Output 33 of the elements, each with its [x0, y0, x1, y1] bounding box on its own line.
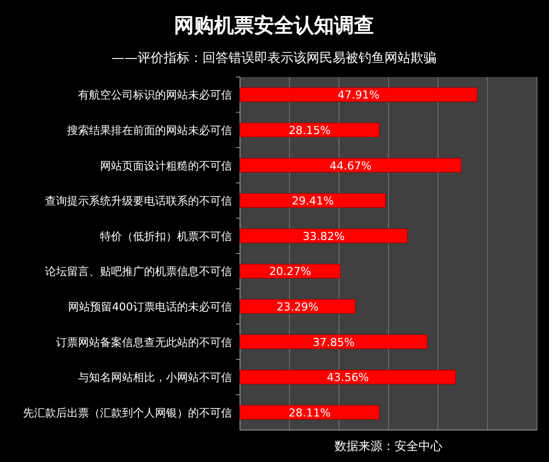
bar	[240, 370, 456, 384]
data-label: 43.56%	[326, 371, 369, 384]
data-label: 44.67%	[330, 159, 372, 172]
bar	[240, 122, 380, 138]
y-tick-label: 查询提示系统升级要电话联系的不可信	[45, 194, 232, 208]
y-tick-label: 与知名网站相比，小网站不可信	[78, 371, 232, 384]
bar	[240, 405, 380, 420]
y-tick-label: 先汇款后出票（汇款到个人网银）的不可信	[23, 406, 232, 420]
y-tick-label: 特价（低折扣）机票不可信	[100, 230, 232, 243]
bar	[240, 158, 462, 173]
bar	[240, 193, 386, 208]
data-label: 29.41%	[292, 194, 334, 208]
source-note: 数据来源：安全中心	[334, 439, 442, 453]
bar	[240, 264, 341, 278]
y-tick-label: 订票网站备案信息查无此站的不可信	[56, 336, 232, 349]
chart-subtitle: ——评价指标：回答错误即表示该网民易被钓鱼网站欺骗	[112, 50, 436, 66]
y-tick-label: 有航空公司标识的网站未必可信	[78, 88, 232, 102]
data-label: 23.29%	[276, 300, 319, 314]
data-label: 37.85%	[312, 336, 355, 349]
y-tick-label: 网站预留400订票电话的未必可信	[68, 300, 232, 314]
bar	[240, 87, 478, 102]
data-label: 28.11%	[288, 406, 331, 420]
bar	[240, 228, 408, 244]
chart-title: 网购机票安全认知调查	[174, 13, 374, 37]
bar	[240, 334, 428, 350]
data-label: 20.27%	[269, 265, 312, 278]
data-label: 28.15%	[288, 124, 331, 137]
y-tick-label: 论坛留言、贴吧推广的机票信息不可信	[45, 265, 232, 278]
bar	[240, 299, 356, 314]
data-label: 47.91%	[338, 88, 380, 102]
y-tick-label: 网站页面设计粗糙的不可信	[100, 159, 232, 172]
data-label: 33.82%	[302, 230, 345, 243]
y-tick-label: 搜索结果排在前面的网站未必可信	[67, 124, 232, 137]
